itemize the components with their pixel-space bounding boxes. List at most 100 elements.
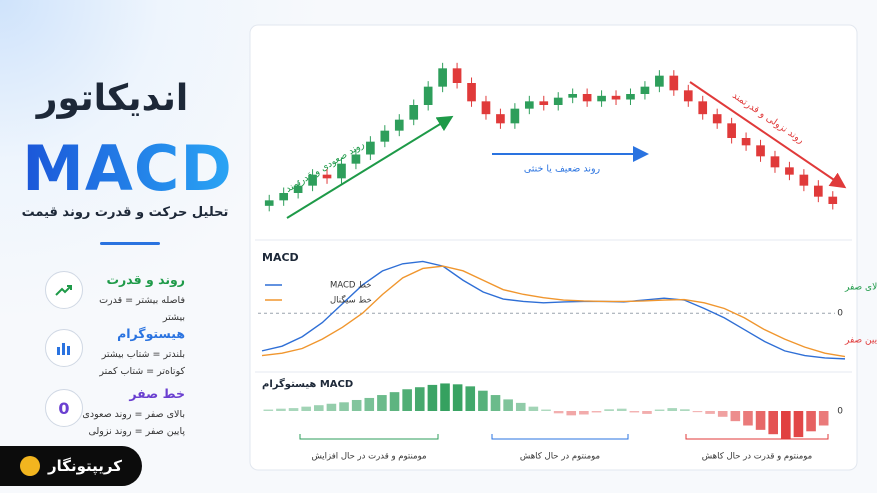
item-line: بالای صفر = روند صعودی [82, 409, 185, 420]
icon [45, 271, 83, 309]
histogram-bar [818, 411, 829, 426]
histogram-bar [301, 406, 311, 411]
y-tick-label: 0 [837, 407, 843, 417]
histogram-bar [440, 383, 450, 411]
histogram-bar [263, 409, 274, 411]
candle-body [611, 95, 621, 100]
item-title: هیستوگرام [117, 326, 185, 341]
annotation: روند ضعیف یا خنثی [524, 164, 601, 175]
histogram-bar [314, 405, 324, 411]
histogram-bar [793, 411, 804, 438]
candle-body [510, 108, 520, 124]
candle-body [394, 119, 404, 131]
candle-body [727, 123, 736, 138]
histogram-bar [680, 409, 690, 411]
bracket [685, 434, 829, 440]
candle-body [351, 154, 361, 164]
histogram-bar [452, 384, 463, 411]
candle-body [322, 174, 332, 179]
logo-mark [20, 456, 41, 476]
item-title: روند و قدرت [106, 272, 185, 287]
histogram-bar [377, 395, 387, 411]
histogram-bar [654, 409, 665, 411]
histogram-bar [667, 408, 678, 411]
annotation: مومنتوم و قدرت در حال کاهش [702, 452, 812, 462]
candle-body [655, 75, 664, 87]
annotation: مومنتوم در حال کاهش [520, 452, 600, 462]
histogram-bar [604, 409, 614, 411]
item-line: بلندتر = شتاب بیشتر [101, 349, 185, 360]
candle-body [452, 68, 462, 83]
candle-body [496, 114, 505, 124]
candle-body [813, 185, 823, 197]
candle-body [756, 145, 765, 157]
histogram-bar [629, 411, 640, 413]
histogram-bar [288, 408, 299, 411]
arrow [286, 115, 454, 219]
logo-text: کریپتونگار [48, 457, 122, 475]
candle-body [423, 86, 433, 105]
item: خط صفر بالای صفر = روند صعودی پایین صفر … [80, 386, 185, 440]
histogram-bar [616, 408, 627, 411]
histogram-bar [503, 399, 513, 411]
candle-body [770, 156, 780, 168]
candle-body [582, 94, 592, 102]
histogram-bar [414, 387, 425, 411]
candle-body [380, 130, 390, 142]
line [261, 260, 846, 360]
rule [100, 242, 160, 245]
histogram-bar [364, 397, 375, 411]
histogram-bar [465, 386, 476, 411]
y-tick-label: 0 [837, 309, 843, 319]
item-title: خط صفر [129, 386, 185, 401]
annotation: بالای صفر [844, 283, 877, 293]
candle-body [524, 101, 534, 109]
legend-label: خط سیگنال [330, 295, 372, 306]
histogram-bar [806, 411, 816, 432]
histogram-bar [515, 402, 526, 411]
candle-body [553, 97, 563, 105]
histogram-bar [528, 406, 539, 411]
title: اندیکاتور [36, 78, 189, 119]
histogram-bar [351, 399, 362, 411]
candle-body [712, 114, 722, 124]
item-line: کوتاه‌تر = شتاب کمتر [99, 366, 185, 377]
histogram-bar [490, 395, 501, 411]
candle-body [438, 68, 447, 87]
candle-body [698, 101, 708, 115]
histogram-bar [705, 411, 715, 414]
candle-body [337, 163, 346, 179]
card [249, 24, 858, 471]
panel-title: MACD [262, 251, 299, 264]
candle-body [293, 185, 303, 193]
histogram-bar [553, 411, 564, 414]
histogram-bar [339, 402, 349, 411]
item: روند و قدرت فاصله بیشتر = قدرت بیشتر [80, 272, 185, 326]
legend-label: خط MACD [330, 281, 372, 291]
candle-body [481, 101, 491, 115]
histogram-bar [389, 392, 400, 411]
candle-body [669, 75, 679, 91]
histogram-bar [717, 411, 728, 417]
histogram-bar [579, 411, 589, 415]
annotation: مومنتوم و قدرت در حال افزایش [311, 452, 426, 462]
item: هیستوگرام بلندتر = شتاب بیشتر کوتاه‌تر =… [80, 326, 185, 380]
candle-body [640, 86, 650, 94]
bracket [491, 434, 629, 440]
candle-body [467, 83, 476, 102]
histogram-bar [755, 411, 766, 430]
histogram-bar [768, 411, 778, 435]
brand: MACD [20, 132, 235, 205]
item-line: پایین صفر = روند نزولی [88, 426, 185, 437]
trend-icon [55, 285, 72, 296]
candle-body [308, 174, 317, 186]
histogram-bar [566, 411, 577, 416]
logo: کریپتونگار [0, 446, 142, 486]
histogram-bar [276, 408, 286, 411]
icon [45, 329, 83, 367]
candle-body [785, 167, 794, 175]
candle-body [568, 94, 578, 98]
bars-icon [57, 343, 70, 355]
